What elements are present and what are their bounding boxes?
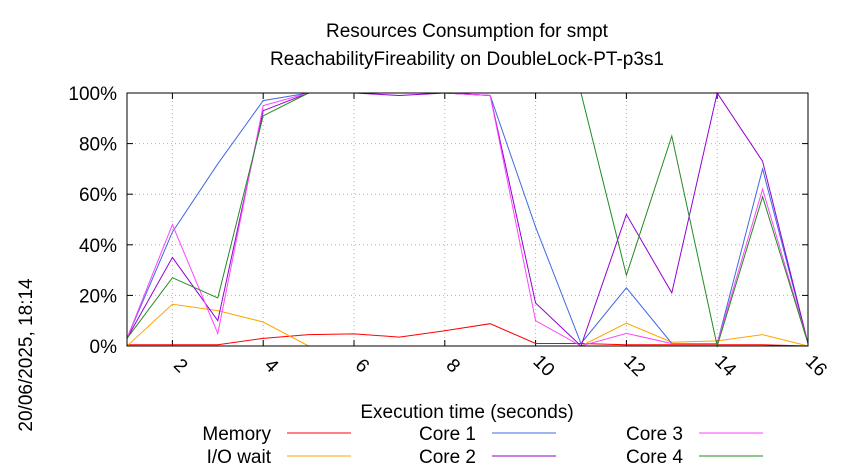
series-line-core-1 bbox=[126, 92, 809, 345]
series-line-core-3 bbox=[126, 92, 809, 347]
series-line-core-2 bbox=[126, 91, 809, 347]
y-tick-label: 40% bbox=[79, 236, 117, 257]
x-tick-label: 6 bbox=[351, 355, 373, 377]
series-line-i-o-wait bbox=[126, 303, 809, 347]
x-axis-label: Execution time (seconds) bbox=[360, 402, 573, 423]
y-tick-label: 0% bbox=[90, 337, 118, 358]
x-tick-label: 4 bbox=[260, 355, 283, 378]
y-axis: 0% 20% 40% 60% 80% 100% bbox=[68, 84, 808, 358]
chart-title: Resources Consumption for smpt bbox=[326, 21, 609, 42]
series-line-memory bbox=[127, 323, 809, 347]
x-tick-label: 2 bbox=[169, 355, 191, 377]
plot-frame bbox=[126, 92, 809, 347]
y-tick-label: 20% bbox=[79, 286, 117, 307]
legend-label-core-1: Core 1 bbox=[419, 424, 476, 445]
x-tick-label: 16 bbox=[801, 351, 831, 381]
y-tick-label: 80% bbox=[79, 135, 117, 156]
y-tick-label: 60% bbox=[79, 185, 117, 206]
legend-label-memory: Memory bbox=[202, 424, 271, 445]
grid bbox=[127, 93, 808, 346]
series-line-core-4 bbox=[126, 92, 809, 348]
chart-subtitle: ReachabilityFireability on DoubleLock-PT… bbox=[270, 49, 664, 70]
timestamp-label: 20/06/2025, 18:14 bbox=[16, 278, 37, 432]
x-tick-label: 8 bbox=[442, 355, 464, 377]
x-tick-label: 14 bbox=[710, 351, 740, 381]
series-lines bbox=[126, 91, 809, 348]
legend-label-core-3: Core 3 bbox=[626, 424, 683, 445]
legend-label-core-2: Core 2 bbox=[419, 447, 476, 468]
legend-label-core-4: Core 4 bbox=[626, 447, 683, 468]
x-tick-label: 12 bbox=[619, 351, 649, 381]
x-tick-label: 10 bbox=[529, 351, 559, 381]
y-tick-label: 100% bbox=[68, 84, 117, 105]
legend-label-i-o-wait: I/O wait bbox=[207, 447, 272, 468]
